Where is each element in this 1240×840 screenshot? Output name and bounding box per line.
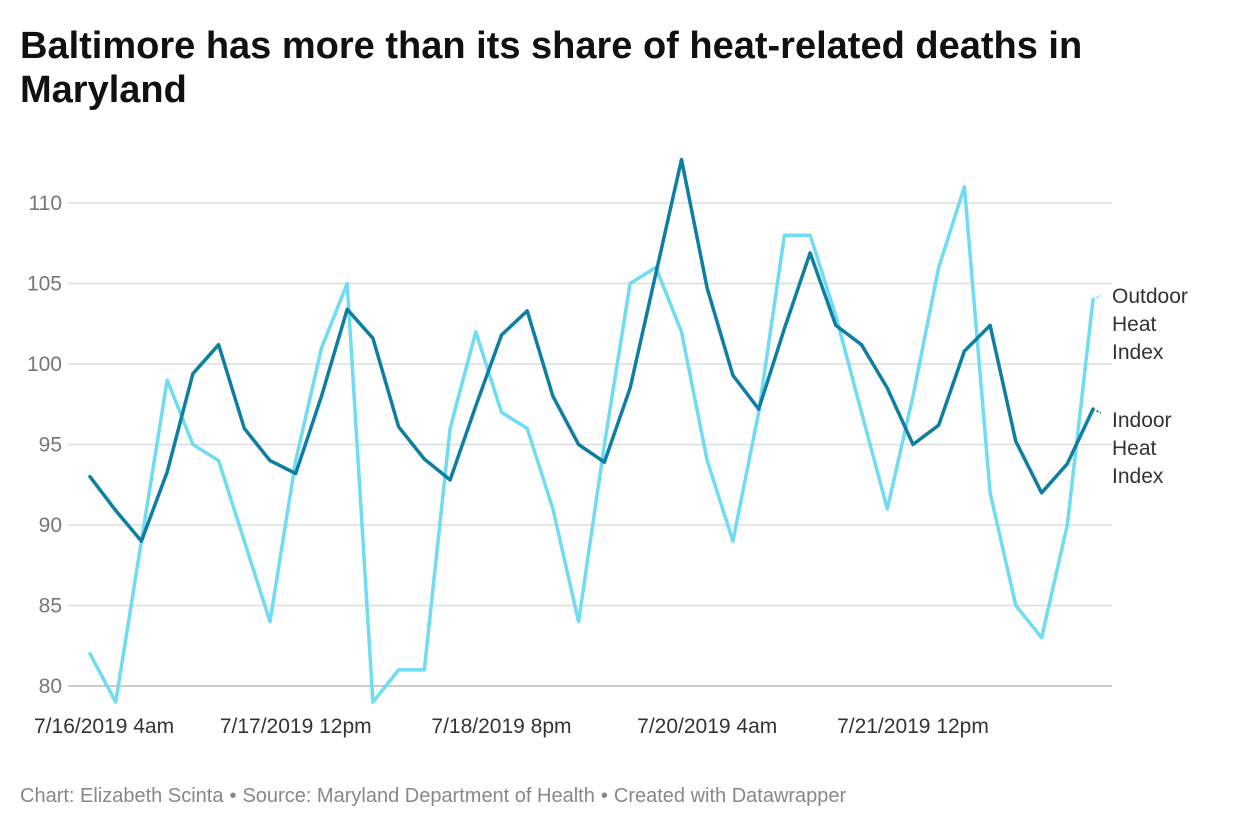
x-tick-label: 7/17/2019 12pm: [220, 715, 372, 738]
y-tick-label: 105: [27, 273, 62, 296]
x-tick-label: 7/16/2019 4am: [34, 715, 174, 738]
footer-separator: •: [600, 785, 608, 807]
footer-separator: •: [229, 785, 237, 807]
series-label: Indoor: [1112, 409, 1172, 432]
y-tick-label: 90: [39, 514, 62, 537]
grid-lines: [68, 202, 1112, 687]
y-tick-label: 80: [39, 675, 62, 698]
x-tick-label: 7/20/2019 4am: [637, 715, 777, 738]
x-tick-label: 7/21/2019 12pm: [837, 715, 989, 738]
y-tick-label: 100: [27, 353, 62, 376]
series-label: Heat: [1112, 437, 1157, 460]
series-label-connector: [1092, 294, 1102, 301]
line-chart: 80 85 90 95 100 105 110 7/16/2019 4am 7/17/2019…: [27, 157, 1188, 738]
y-tick-label: 110: [29, 192, 62, 215]
footer-tool: Created with Datawrapper: [613, 785, 847, 807]
series-line-0: [88, 185, 1095, 704]
footer-credit: Chart: Elizabeth Scinta: [20, 785, 224, 807]
series-label: Heat: [1112, 313, 1157, 336]
series-line-1: [88, 157, 1095, 543]
series-lines: [88, 157, 1095, 704]
x-axis-ticks: 7/16/2019 4am 7/17/2019 12pm 7/18/2019 8pm…: [34, 715, 989, 738]
y-tick-label: 85: [39, 595, 62, 618]
y-axis-ticks: 80 85 90 95 100 105 110: [27, 192, 62, 698]
chart-footer: Chart: Elizabeth Scinta • Source: Maryland…: [20, 785, 846, 808]
series-label: Index: [1112, 465, 1164, 488]
series-labels: Outdoor Heat Index Indoor Heat Index: [1092, 285, 1188, 488]
x-tick-label: 7/18/2019 8pm: [431, 715, 571, 738]
series-label: Outdoor: [1112, 285, 1188, 308]
chart-title: Baltimore has more than its share of hea…: [20, 25, 1083, 111]
series-label: Index: [1112, 341, 1164, 364]
footer-source: Source: Maryland Department of Health: [242, 785, 595, 807]
series-label-connector: [1092, 408, 1102, 414]
y-tick-label: 95: [39, 434, 62, 457]
